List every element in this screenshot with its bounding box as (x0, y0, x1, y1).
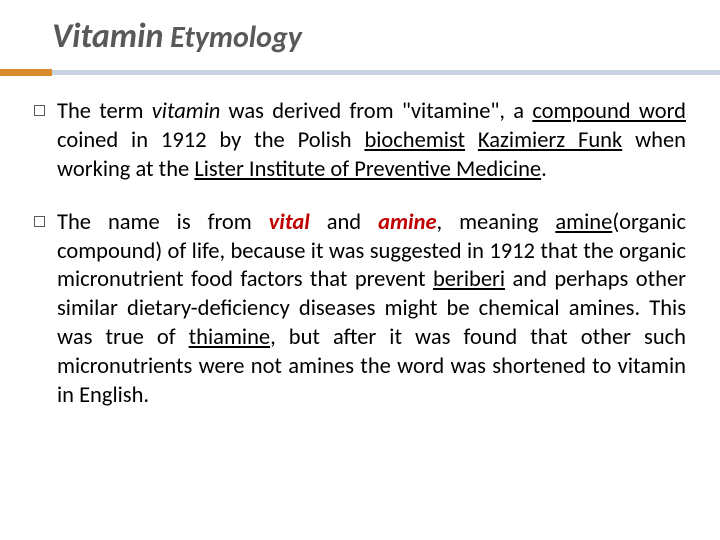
slide-body: The term vitamin was derived from "vitam… (34, 98, 686, 410)
bullet-item: The name is from vital and amine, meanin… (34, 209, 686, 411)
emphasis-amine: amine (378, 209, 436, 236)
bullet-item: The term vitamin was derived from "vitam… (34, 98, 686, 184)
title-word-2: Etymology (163, 19, 302, 56)
bullet-marker-icon (34, 216, 45, 227)
paragraph-2: The name is from vital and amine, meanin… (57, 209, 686, 411)
paragraph-1: The term vitamin was derived from "vitam… (57, 98, 686, 184)
divider-track (52, 70, 720, 75)
text-run: The name is from (57, 209, 269, 236)
slide-title: Vitamin Etymology (52, 18, 686, 55)
text-run: . (541, 156, 547, 183)
link-compound-word[interactable]: compound word (532, 98, 686, 125)
text-run: and (310, 209, 378, 236)
title-divider (0, 69, 720, 76)
link-beriberi[interactable]: beriberi (433, 266, 505, 293)
italic-term-vitamin: vitamin (152, 98, 221, 125)
slide: Vitamin Etymology The term vitamin was d… (0, 0, 720, 540)
link-kazimierz-funk[interactable]: Kazimierz Funk (478, 127, 622, 154)
divider-accent (0, 69, 52, 76)
text-run: , meaning (437, 209, 556, 236)
text-run: was derived from "vitamine", a (220, 98, 532, 125)
link-thiamine[interactable]: thiamine (189, 324, 270, 351)
link-lister-institute[interactable]: Lister Institute of Preventive Medicine (194, 156, 541, 183)
title-word-1: Vitamin (52, 16, 163, 57)
bullet-marker-icon (34, 105, 45, 116)
text-run (465, 127, 478, 154)
text-run: The term (57, 98, 152, 125)
link-amine[interactable]: amine (555, 209, 612, 236)
emphasis-vital: vital (269, 209, 310, 236)
text-run: coined in 1912 by the Polish (57, 127, 364, 154)
link-biochemist[interactable]: biochemist (364, 127, 465, 154)
